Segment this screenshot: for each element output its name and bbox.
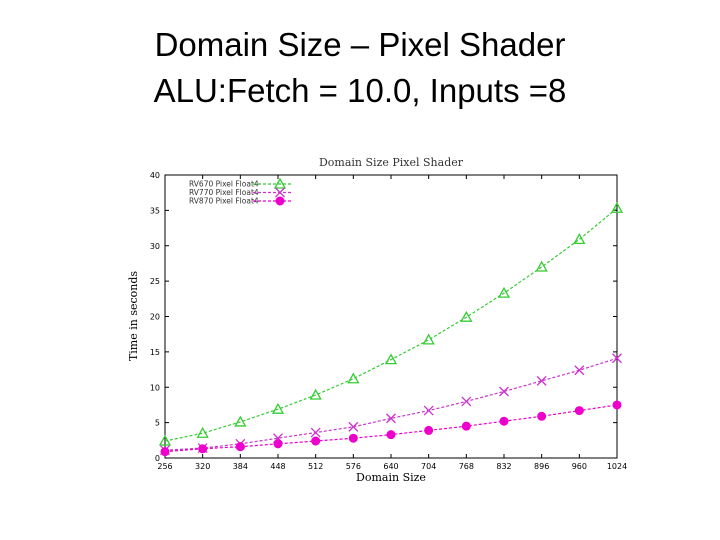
data-point-series-2 — [423, 405, 434, 416]
slide-title-line1: Domain Size – Pixel Shader — [154, 26, 566, 63]
data-point-series-1 — [196, 426, 209, 438]
data-point-series-2 — [499, 386, 509, 397]
data-point-series-3 — [612, 400, 622, 410]
x-tick-label: 256 — [157, 462, 172, 471]
x-axis-label: Domain Size — [356, 471, 426, 484]
data-point-series-3 — [235, 442, 245, 452]
x-tick-label: 832 — [496, 462, 511, 471]
x-tick-label: 384 — [233, 462, 248, 471]
data-point-series-3 — [311, 436, 321, 446]
data-point-series-3 — [386, 430, 396, 440]
x-tick-label: 448 — [270, 462, 285, 471]
x-tick-label: 960 — [572, 462, 587, 471]
y-tick-label: 35 — [150, 206, 160, 215]
legend-label: RV770 Pixel Float4 — [189, 188, 259, 197]
x-tick-label: 768 — [459, 462, 474, 471]
x-tick-label: 320 — [195, 462, 210, 471]
data-point-series-3 — [461, 421, 471, 431]
plot-frame — [164, 174, 618, 459]
data-point-series-1 — [309, 388, 322, 400]
y-tick-label: 5 — [155, 419, 160, 428]
data-point-series-1 — [535, 260, 548, 272]
data-point-series-3 — [348, 433, 358, 443]
data-point-series-2 — [536, 375, 547, 386]
slide-title-line2: ALU:Fetch = 10.0, Inputs =8 — [153, 72, 567, 109]
data-point-series-1 — [347, 372, 360, 384]
x-tick-label: 640 — [383, 462, 398, 471]
data-point-series-3 — [574, 406, 584, 416]
data-point-series-1 — [234, 415, 247, 427]
x-tick-label: 896 — [534, 462, 549, 471]
data-point-series-1 — [271, 402, 285, 414]
data-point-series-2 — [348, 421, 359, 432]
data-point-series-1 — [460, 310, 473, 322]
legend-label: RV870 Pixel Float4 — [189, 197, 259, 206]
x-tick-label: 704 — [421, 462, 436, 471]
data-point-series-1 — [158, 434, 172, 446]
y-tick-label: 40 — [150, 171, 160, 180]
data-point-series-2 — [612, 353, 622, 364]
data-point-series-1 — [610, 201, 624, 213]
data-point-series-1 — [497, 286, 511, 298]
y-tick-label: 10 — [150, 383, 160, 392]
y-tick-label: 30 — [150, 242, 160, 251]
data-point-series-2 — [461, 396, 472, 407]
y-tick-label: 0 — [155, 454, 160, 463]
y-tick-label: 15 — [150, 348, 160, 357]
y-tick-label: 20 — [150, 313, 160, 322]
series-line-1 — [164, 207, 618, 442]
legend-marker — [275, 187, 285, 198]
x-tick-label: 512 — [308, 462, 323, 471]
data-point-series-2 — [310, 427, 321, 438]
y-axis-label: Time in seconds — [127, 271, 140, 361]
data-point-series-3 — [198, 444, 208, 454]
legend-marker — [273, 177, 287, 189]
data-point-series-3 — [273, 439, 283, 449]
data-point-series-3 — [424, 425, 434, 435]
data-point-series-3 — [499, 416, 509, 426]
legend-label: RV670 Pixel Float4 — [189, 180, 259, 189]
slide-title: Domain Size – Pixel Shader ALU:Fetch = 1… — [0, 22, 720, 114]
data-point-series-1 — [422, 333, 435, 345]
data-point-series-3 — [160, 447, 170, 457]
x-tick-label: 1024 — [607, 462, 627, 471]
data-point-series-2 — [574, 365, 585, 376]
legend-marker — [275, 196, 285, 206]
data-point-series-1 — [573, 233, 586, 245]
data-point-series-1 — [384, 353, 398, 365]
chart-title: Domain Size Pixel Shader — [319, 156, 464, 169]
data-point-series-2 — [386, 413, 396, 424]
y-tick-label: 25 — [150, 277, 160, 286]
x-tick-label: 576 — [346, 462, 361, 471]
data-point-series-3 — [537, 411, 547, 421]
